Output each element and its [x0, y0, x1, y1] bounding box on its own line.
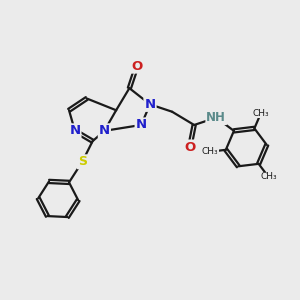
Text: N: N: [136, 118, 147, 131]
Text: N: N: [99, 124, 110, 137]
Text: O: O: [184, 141, 195, 154]
Text: NH: NH: [206, 111, 226, 124]
Text: N: N: [144, 98, 156, 111]
Text: CH₃: CH₃: [201, 147, 218, 156]
Text: O: O: [131, 60, 142, 73]
Text: S: S: [78, 155, 87, 168]
Text: CH₃: CH₃: [260, 172, 277, 181]
Text: N: N: [69, 124, 80, 137]
Text: CH₃: CH₃: [252, 109, 269, 118]
